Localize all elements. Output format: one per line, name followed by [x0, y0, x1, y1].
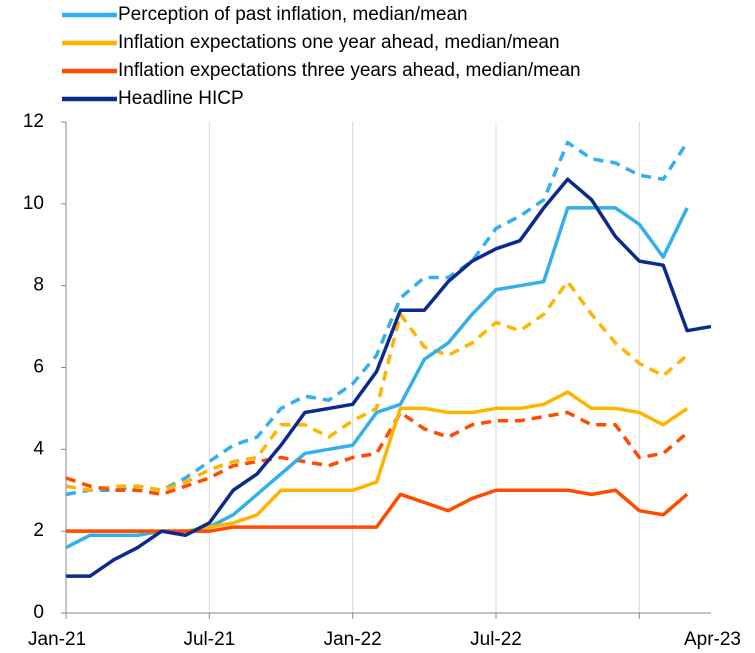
- legend-label: Perception of past inflation, median/mea…: [118, 4, 468, 25]
- x-tick-label: Jan-21: [28, 629, 86, 650]
- x-tick-label: Jul-21: [183, 629, 235, 650]
- y-tick-label: 2: [33, 520, 44, 541]
- legend-label: Headline HICP: [118, 88, 244, 109]
- x-tick-label: Apr-23: [684, 629, 741, 650]
- y-tick-label: 8: [33, 275, 44, 296]
- legend-label: Inflation expectations one year ahead, m…: [118, 32, 560, 53]
- mean-line: [65, 279, 689, 492]
- mean-line: [65, 410, 689, 497]
- y-tick-label: 4: [33, 438, 44, 459]
- x-tick-label: Jul-22: [470, 629, 522, 650]
- x-tick-label: Jan-22: [324, 629, 382, 650]
- y-tick-label: 6: [33, 357, 44, 378]
- median-line: [66, 177, 712, 578]
- median-line: [66, 488, 689, 533]
- y-tick-label: 0: [33, 602, 44, 623]
- legend-label: Inflation expectations three years ahead…: [118, 60, 581, 81]
- y-tick-label: 12: [23, 111, 44, 132]
- y-tick-label: 10: [23, 193, 44, 214]
- median-line: [65, 206, 689, 550]
